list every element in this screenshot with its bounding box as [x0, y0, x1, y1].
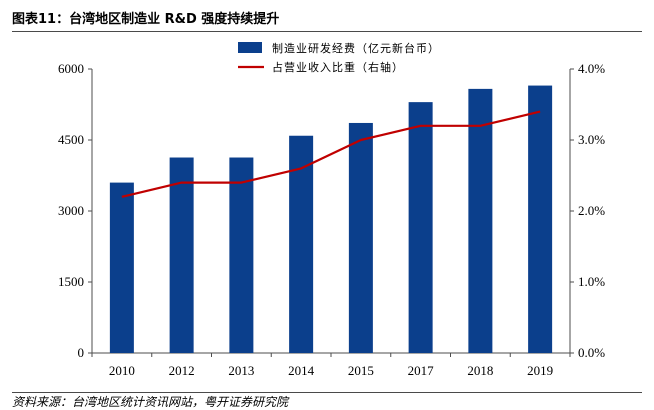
bar-rd-expenditure [409, 102, 433, 353]
x-tick-label: 2013 [228, 363, 254, 378]
bar-rd-expenditure [229, 158, 253, 353]
legend-label-bar: 制造业研发经费（亿元新台币） [272, 41, 440, 55]
x-tick-label: 2018 [467, 363, 493, 378]
bar-rd-expenditure [170, 158, 194, 353]
x-tick-label: 2010 [109, 363, 135, 378]
plot-area: 0 1500 3000 4500 6000 0.0% 1.0% 2.0% 3.0% 4.0% 201… [58, 41, 605, 378]
left-tick-label: 0 [78, 345, 85, 360]
right-tick-label: 0.0% [578, 345, 605, 360]
bar-rd-expenditure [528, 86, 552, 353]
bar-rd-expenditure [468, 89, 492, 353]
right-tick-label: 4.0% [578, 61, 605, 76]
x-tick-label: 2019 [527, 363, 553, 378]
source-note: 资料来源：台湾地区统计资讯网站，粤开证券研究院 [12, 393, 288, 410]
left-tick-label: 6000 [58, 61, 84, 76]
x-tick-label: 2015 [348, 363, 374, 378]
x-tick-label: 2012 [169, 363, 195, 378]
left-tick-label: 4500 [58, 132, 84, 147]
bar-rd-expenditure [349, 123, 373, 353]
right-tick-label: 3.0% [578, 132, 605, 147]
x-tick-label: 2014 [288, 363, 315, 378]
left-tick-label: 1500 [58, 274, 84, 289]
left-tick-label: 3000 [58, 203, 84, 218]
legend-swatch-bar [238, 42, 262, 53]
right-tick-label: 2.0% [578, 203, 605, 218]
right-tick-label: 1.0% [578, 274, 605, 289]
legend-label-line: 占营业收入比重（右轴） [272, 60, 404, 74]
bar-rd-expenditure [110, 183, 134, 353]
x-tick-label: 2017 [408, 363, 435, 378]
